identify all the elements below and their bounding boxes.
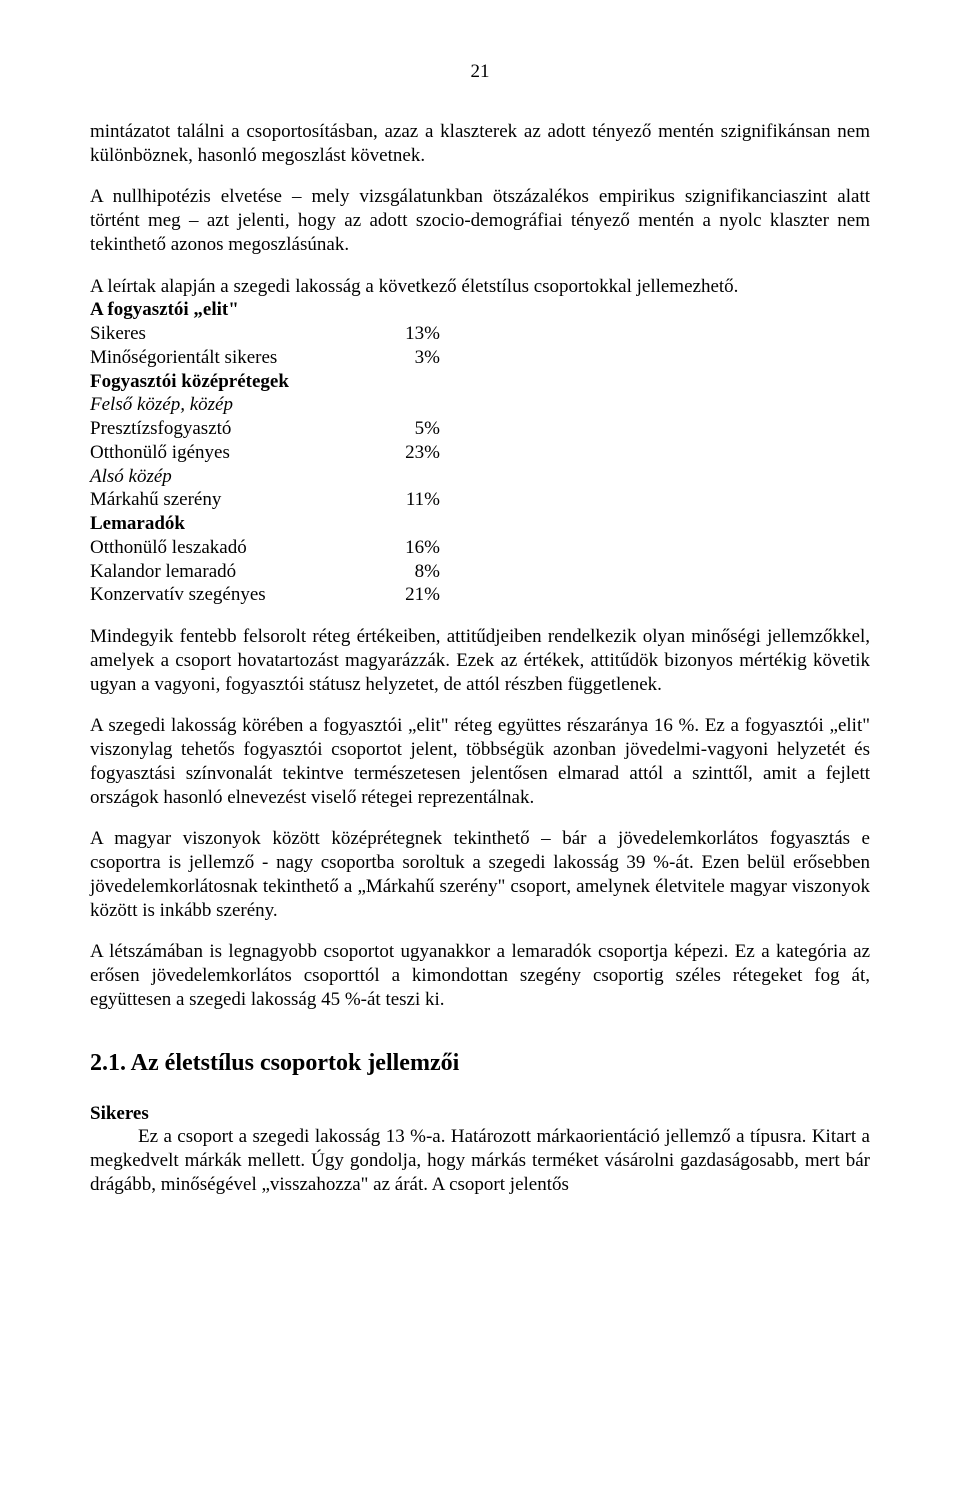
section-heading: 2.1. Az életstílus csoportok jellemzői (90, 1048, 870, 1078)
item-label: Minőségorientált sikeres (90, 346, 390, 370)
list-item: Márkahű szerény 11% (90, 488, 870, 512)
item-value: 23% (390, 441, 440, 465)
group2-sub2: Alsó közép (90, 465, 870, 489)
sikeres-body: Ez a csoport a szegedi lakosság 13 %-a. … (90, 1125, 870, 1196)
paragraph-3: A leírtak alapján a szegedi lakosság a k… (90, 275, 870, 299)
paragraph-6: A magyar viszonyok között középrétegnek … (90, 827, 870, 922)
item-value: 11% (390, 488, 440, 512)
list-item: Sikeres 13% (90, 322, 870, 346)
list-item: Konzervatív szegényes 21% (90, 583, 870, 607)
paragraph-2: A nullhipotézis elvetése – mely vizsgála… (90, 185, 870, 256)
paragraph-4: Mindegyik fentebb felsorolt réteg értéke… (90, 625, 870, 696)
paragraph-1: mintázatot találni a csoportosításban, a… (90, 120, 870, 168)
list-item: Otthonülő igényes 23% (90, 441, 870, 465)
group2-sub1: Felső közép, közép (90, 393, 870, 417)
item-label: Otthonülő leszakadó (90, 536, 390, 560)
group2-title: Fogyasztói középrétegek (90, 370, 870, 394)
item-value: 21% (390, 583, 440, 607)
group1-title: A fogyasztói „elit" (90, 298, 870, 322)
item-label: Konzervatív szegényes (90, 583, 390, 607)
item-label: Otthonülő igényes (90, 441, 390, 465)
page-number: 21 (90, 60, 870, 84)
item-value: 8% (390, 560, 440, 584)
item-value: 13% (390, 322, 440, 346)
list-item: Minőségorientált sikeres 3% (90, 346, 870, 370)
item-label: Sikeres (90, 322, 390, 346)
list-item: Presztízsfogyasztó 5% (90, 417, 870, 441)
sikeres-title: Sikeres (90, 1102, 870, 1126)
list-item: Kalandor lemaradó 8% (90, 560, 870, 584)
item-label: Presztízsfogyasztó (90, 417, 390, 441)
group3-title: Lemaradók (90, 512, 870, 536)
paragraph-7: A létszámában is legnagyobb csoportot ug… (90, 940, 870, 1011)
paragraph-5: A szegedi lakosság körében a fogyasztói … (90, 714, 870, 809)
item-label: Márkahű szerény (90, 488, 390, 512)
item-value: 5% (390, 417, 440, 441)
item-value: 16% (390, 536, 440, 560)
groups-list: A fogyasztói „elit" Sikeres 13% Minőségo… (90, 298, 870, 607)
item-label: Kalandor lemaradó (90, 560, 390, 584)
item-value: 3% (390, 346, 440, 370)
list-item: Otthonülő leszakadó 16% (90, 536, 870, 560)
